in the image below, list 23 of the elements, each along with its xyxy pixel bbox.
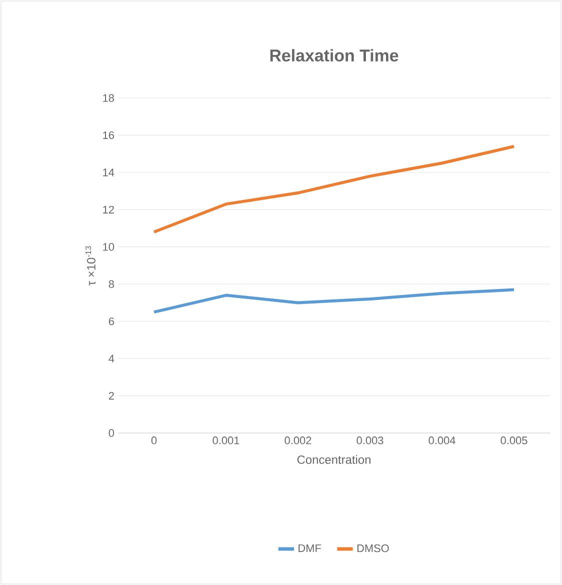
y-tick-label: 16 xyxy=(103,131,114,140)
x-tick-label: 0 xyxy=(151,436,157,444)
y-tick-label: 6 xyxy=(108,317,114,326)
y-tick-label: 0 xyxy=(108,429,114,437)
y-tick-label: 18 xyxy=(103,94,114,102)
y-axis-title: τ ×10$^{-13}$ xyxy=(85,246,96,286)
legend-label: DMSO xyxy=(357,544,389,552)
x-tick-label: 0.005 xyxy=(500,436,528,444)
y-tick-label: 10 xyxy=(103,243,114,251)
x-tick-label: 0.003 xyxy=(356,436,384,444)
y-tick-label: 4 xyxy=(108,354,114,362)
x-tick-label: 0.001 xyxy=(212,436,240,444)
x-tick-label: 0.002 xyxy=(284,436,312,444)
chart-title: Relaxation Time xyxy=(270,49,398,62)
line-series xyxy=(152,144,516,234)
x-axis-title: Concentration xyxy=(297,455,370,464)
y-tick-label: 12 xyxy=(103,206,114,214)
line-series xyxy=(152,288,516,314)
y-tick-label: 8 xyxy=(108,280,114,288)
y-tick-label: 14 xyxy=(103,168,114,176)
legend-label: DMF xyxy=(298,544,321,552)
y-tick-label: 2 xyxy=(108,392,114,400)
x-tick-label: 0.004 xyxy=(428,436,456,444)
